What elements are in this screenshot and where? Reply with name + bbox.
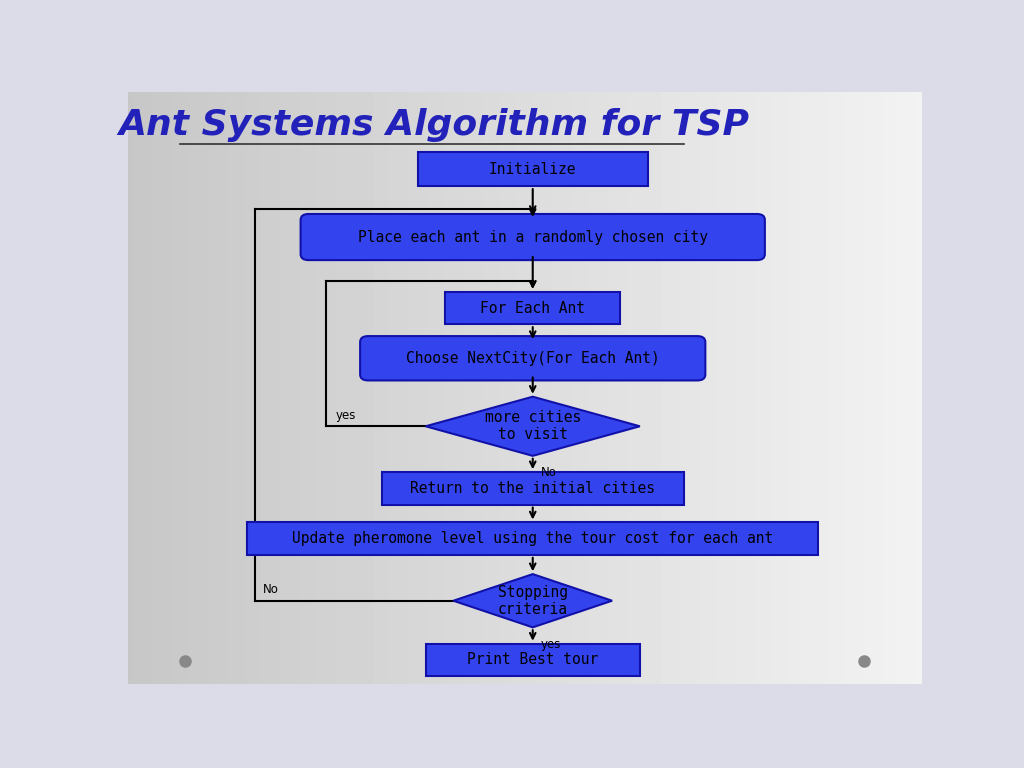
Polygon shape [426, 397, 640, 456]
Polygon shape [454, 574, 612, 627]
FancyBboxPatch shape [445, 292, 620, 324]
Text: Stopping
criteria: Stopping criteria [498, 584, 567, 617]
Text: Choose NextCity(For Each Ant): Choose NextCity(For Each Ant) [406, 351, 659, 366]
FancyBboxPatch shape [382, 472, 684, 505]
FancyBboxPatch shape [418, 152, 648, 186]
Text: No: No [541, 466, 557, 479]
Text: yes: yes [541, 638, 561, 651]
Text: Print Best tour: Print Best tour [467, 652, 598, 667]
Text: No: No [263, 583, 279, 596]
Text: Update pheromone level using the tour cost for each ant: Update pheromone level using the tour co… [292, 531, 773, 546]
Text: For Each Ant: For Each Ant [480, 300, 586, 316]
Text: Return to the initial cities: Return to the initial cities [411, 481, 655, 496]
FancyBboxPatch shape [301, 214, 765, 260]
FancyBboxPatch shape [247, 522, 818, 555]
FancyBboxPatch shape [360, 336, 706, 380]
Text: Place each ant in a randomly chosen city: Place each ant in a randomly chosen city [357, 230, 708, 244]
Text: Initialize: Initialize [489, 161, 577, 177]
Text: Ant Systems Algorithm for TSP: Ant Systems Algorithm for TSP [118, 108, 749, 141]
FancyBboxPatch shape [426, 644, 640, 676]
Text: yes: yes [336, 409, 356, 422]
Text: more cities
to visit: more cities to visit [484, 410, 581, 442]
